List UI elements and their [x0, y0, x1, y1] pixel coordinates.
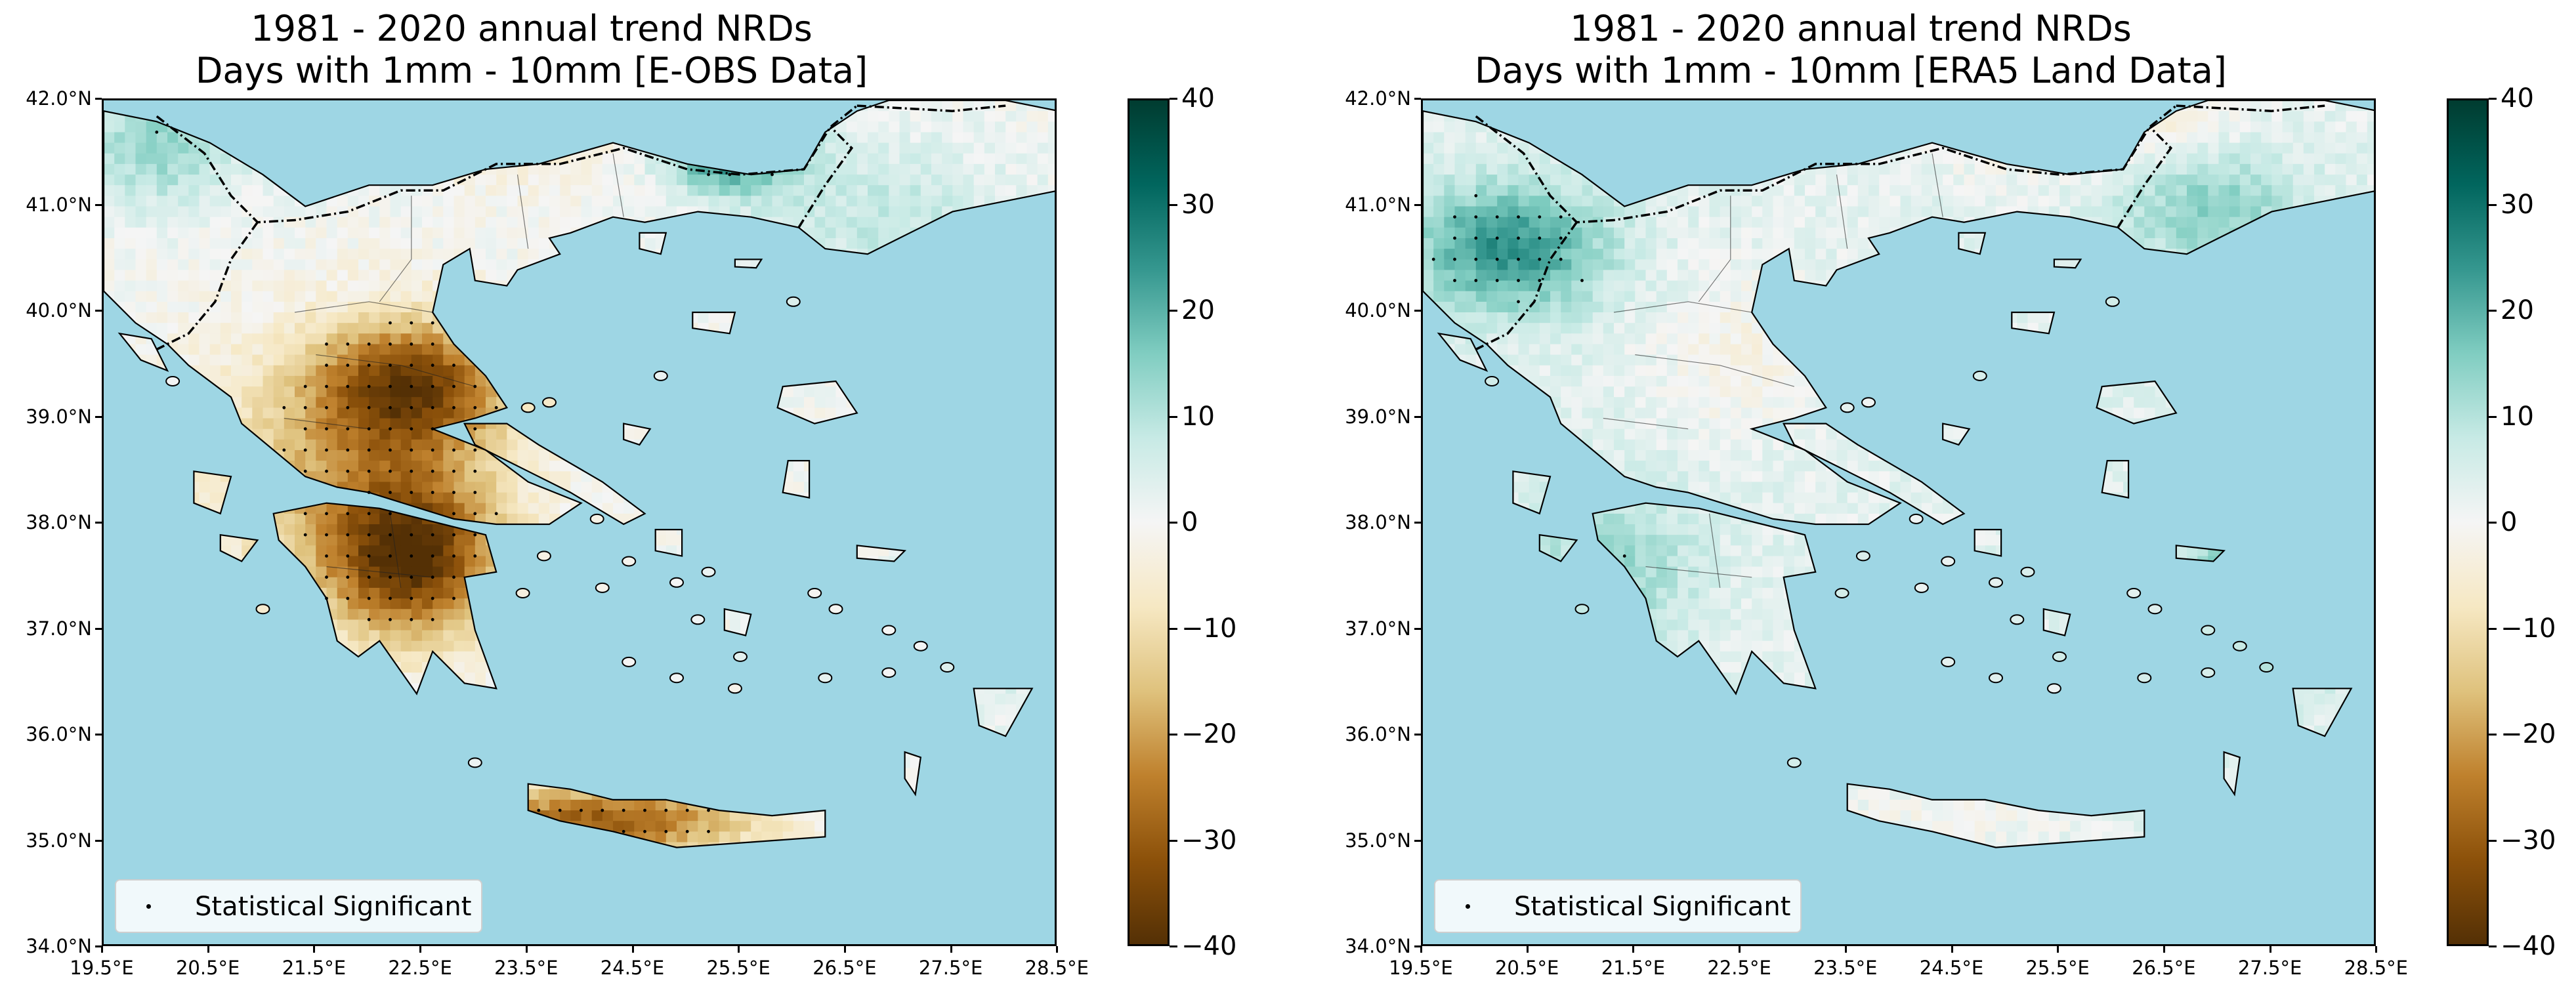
lon-tick-label: 24.5°E	[1909, 946, 1995, 979]
lat-tick-label: 34.0°N	[13, 936, 102, 957]
legend-label: Statistical Significant	[195, 892, 472, 922]
lon-tick-label: 27.5°E	[908, 946, 994, 979]
lat-tick-label: 40.0°N	[13, 300, 102, 321]
lat-tick-label: 37.0°N	[13, 618, 102, 639]
lat-tick-label: 42.0°N	[1332, 88, 1421, 109]
panel-title-line1: 1981 - 2020 annual trend NRDs	[251, 8, 813, 49]
lon-tick-label: 20.5°E	[165, 946, 251, 979]
lon-tick-label: 25.5°E	[696, 946, 781, 979]
coastlines	[104, 100, 1055, 848]
lon-tick-label: 22.5°E	[377, 946, 463, 979]
lat-tick-label: 37.0°N	[1332, 618, 1421, 639]
lon-tick-label: 23.5°E	[484, 946, 569, 979]
significance-dots	[1431, 194, 1626, 558]
lon-tick-label: 26.5°E	[2121, 946, 2206, 979]
lon-tick-label: 27.5°E	[2228, 946, 2313, 979]
map-eobs[interactable]	[102, 98, 1057, 946]
lat-tick-label: 39.0°N	[13, 406, 102, 427]
colorbar-tick-label: −10	[1170, 614, 1280, 643]
lat-tick-label: 42.0°N	[13, 88, 102, 109]
colorbar-tick-label: 20	[1170, 296, 1280, 325]
legend-label: Statistical Significant	[1514, 892, 1791, 922]
country-borders	[156, 104, 1006, 351]
lon-tick-label: 26.5°E	[802, 946, 887, 979]
small-islands	[1485, 296, 2274, 768]
significance-dots	[155, 131, 774, 833]
lat-tick-label: 39.0°N	[1332, 406, 1421, 427]
lon-tick-label: 21.5°E	[271, 946, 356, 979]
admin-boundaries	[1603, 153, 1943, 588]
colorbar-tick-label: 30	[2489, 190, 2576, 219]
colorbar-tick-label: 10	[1170, 402, 1280, 431]
colorbar-tick-label: 10	[2489, 402, 2576, 431]
colorbar-tick-label: −20	[2489, 720, 2576, 749]
colorbar-tick-label: 20	[2489, 296, 2576, 325]
lon-tick-label: 22.5°E	[1697, 946, 1782, 979]
colorbar-tick-label: −10	[2489, 614, 2576, 643]
lon-tick-label: 28.5°E	[1014, 946, 1099, 979]
lon-tick-label: 19.5°E	[1378, 946, 1464, 979]
legend: Statistical Significant	[1434, 879, 1802, 933]
lat-tick-label: 35.0°N	[1332, 830, 1421, 851]
lon-tick-label: 23.5°E	[1803, 946, 1888, 979]
panel-era5: 1981 - 2020 annual trend NRDs Days with …	[1319, 0, 2576, 996]
colorbar-tick-label: 0	[1170, 508, 1280, 537]
lon-tick-label: 25.5°E	[2015, 946, 2100, 979]
colorbar-tick-label: −40	[1170, 932, 1280, 961]
lon-tick-label: 20.5°E	[1485, 946, 1570, 979]
admin-boundaries	[284, 153, 624, 588]
significance-dot-icon	[1466, 904, 1470, 909]
lat-tick-label: 36.0°N	[1332, 724, 1421, 745]
colorbar-tick-label: −30	[1170, 826, 1280, 855]
colorbar	[2447, 98, 2489, 946]
colorbar-tick-label: −20	[1170, 720, 1280, 749]
lat-tick-label: 34.0°N	[1332, 936, 1421, 957]
lat-tick-label: 35.0°N	[13, 830, 102, 851]
lon-tick-label: 21.5°E	[1590, 946, 1676, 979]
legend: Statistical Significant	[115, 879, 482, 933]
lon-tick-label: 24.5°E	[590, 946, 675, 979]
lat-tick-label: 41.0°N	[1332, 194, 1421, 215]
lat-tick-label: 36.0°N	[13, 724, 102, 745]
panel-title-line1: 1981 - 2020 annual trend NRDs	[1570, 8, 2132, 49]
colorbar-tick-label: −30	[2489, 826, 2576, 855]
colorbar-tick-label: 30	[1170, 190, 1280, 219]
small-islands	[165, 296, 955, 768]
panel-title-line2: Days with 1mm - 10mm [ERA5 Land Data]	[1475, 50, 2227, 91]
colorbar-tick-label: 40	[1170, 84, 1280, 113]
lat-tick-label: 40.0°N	[1332, 300, 1421, 321]
colorbar-tick-label: −40	[2489, 932, 2576, 961]
colorbar-tick-label: 0	[2489, 508, 2576, 537]
lon-tick-label: 19.5°E	[59, 946, 144, 979]
colorbar	[1128, 98, 1170, 946]
map-era5[interactable]	[1421, 98, 2376, 946]
lat-tick-label: 38.0°N	[13, 512, 102, 533]
lon-tick-label: 28.5°E	[2333, 946, 2418, 979]
country-borders	[1475, 104, 2325, 351]
coastlines	[1423, 100, 2374, 848]
lat-tick-label: 38.0°N	[1332, 512, 1421, 533]
lat-tick-label: 41.0°N	[13, 194, 102, 215]
colorbar-tick-label: 40	[2489, 84, 2576, 113]
panel-title-line2: Days with 1mm - 10mm [E-OBS Data]	[195, 50, 868, 91]
significance-dot-icon	[146, 904, 151, 909]
panel-eobs: 1981 - 2020 annual trend NRDs Days with …	[13, 8, 1280, 979]
